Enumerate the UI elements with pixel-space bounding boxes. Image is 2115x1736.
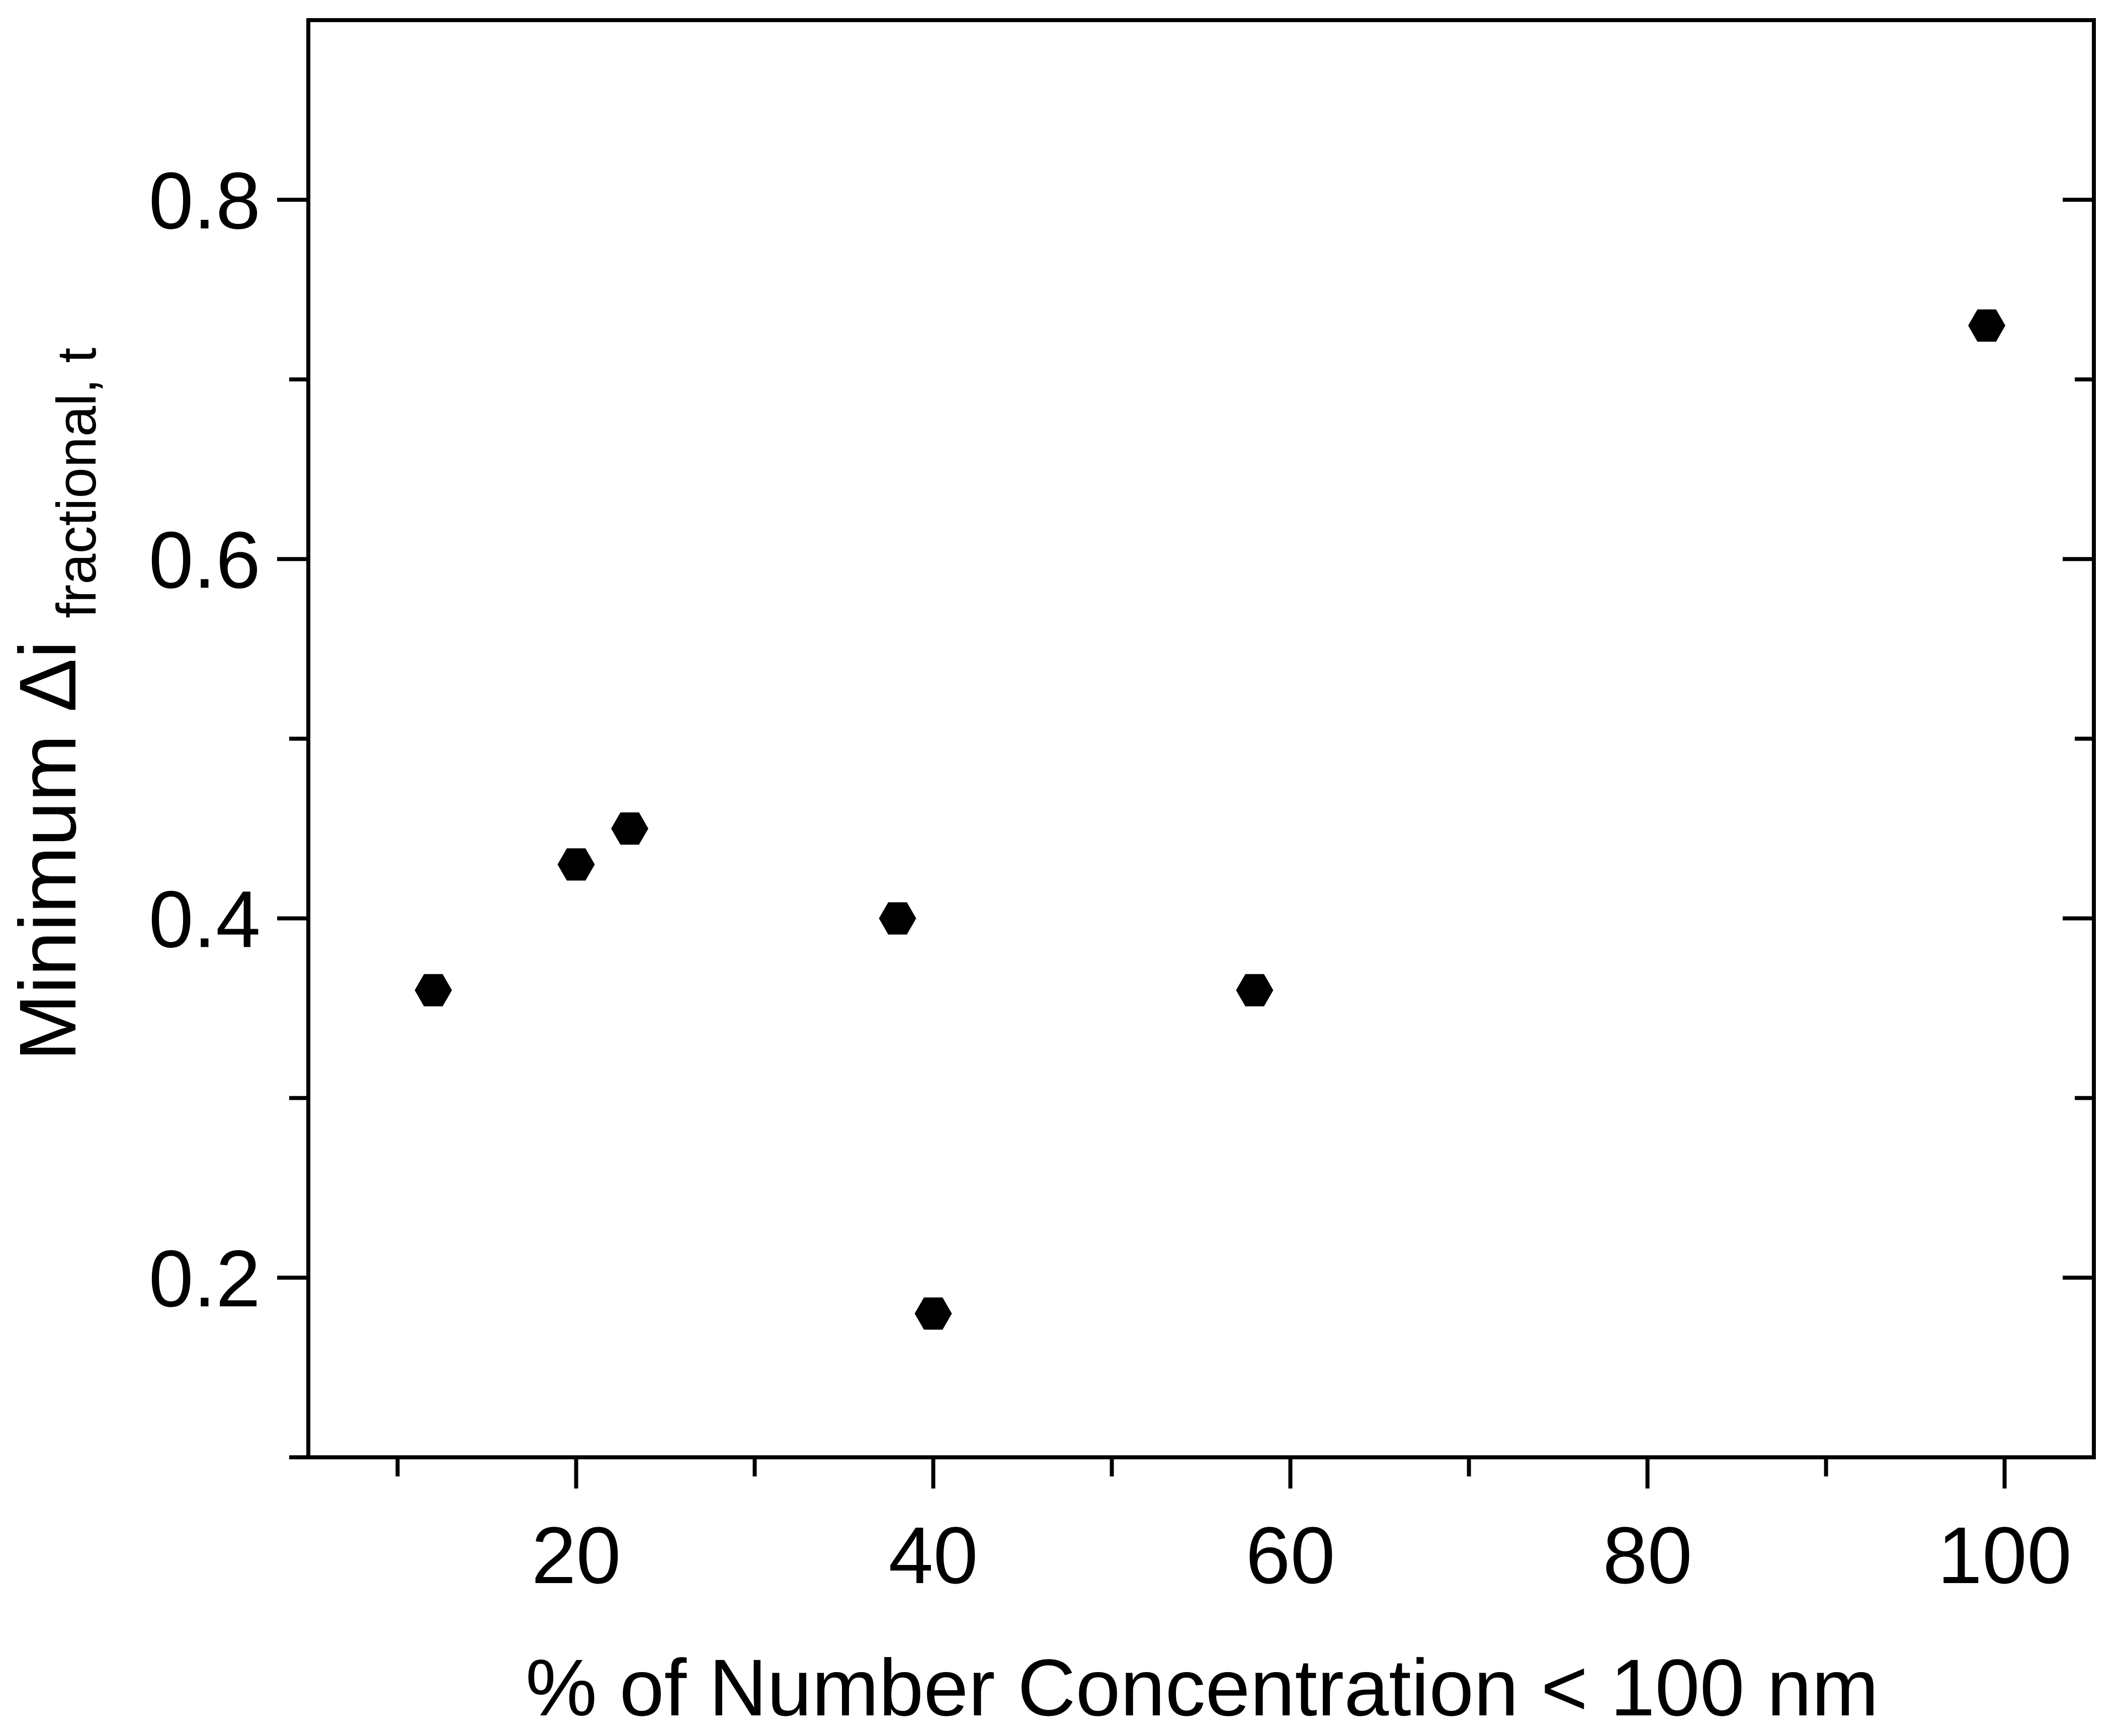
data-point [879, 902, 916, 935]
x-tick-label: 20 [532, 1510, 621, 1600]
plot-frame [306, 18, 2096, 1459]
data-point [557, 848, 595, 881]
data-point [414, 974, 452, 1007]
y-axis-title-subscript: fractional, t [46, 348, 108, 618]
x-axis-title: % of Number Concentration < 100 nm [526, 1642, 1879, 1732]
x-tick-label: 100 [1937, 1510, 2072, 1600]
y-tick-label: 0.6 [149, 515, 261, 605]
data-point [1968, 309, 2005, 342]
data-point [914, 1297, 952, 1330]
x-tick-label: 80 [1603, 1510, 1693, 1600]
y-axis-title-main: Minimum Δi [3, 640, 93, 1061]
data-point [1236, 974, 1274, 1007]
data-point [611, 812, 648, 845]
y-tick-label: 0.2 [149, 1233, 261, 1324]
y-tick-label: 0.8 [149, 155, 261, 245]
data-points [414, 309, 2005, 1330]
y-axis-title: Minimum Δi fractional, t [3, 348, 108, 1061]
y-tick-label: 0.4 [149, 874, 261, 964]
tick-marks [277, 198, 2094, 1489]
x-tick-label: 60 [1246, 1510, 1335, 1600]
x-tick-label: 40 [889, 1510, 978, 1600]
tick-labels: 20 40 60 80 100 0.2 0.4 0.6 0.8 [149, 155, 2072, 1600]
